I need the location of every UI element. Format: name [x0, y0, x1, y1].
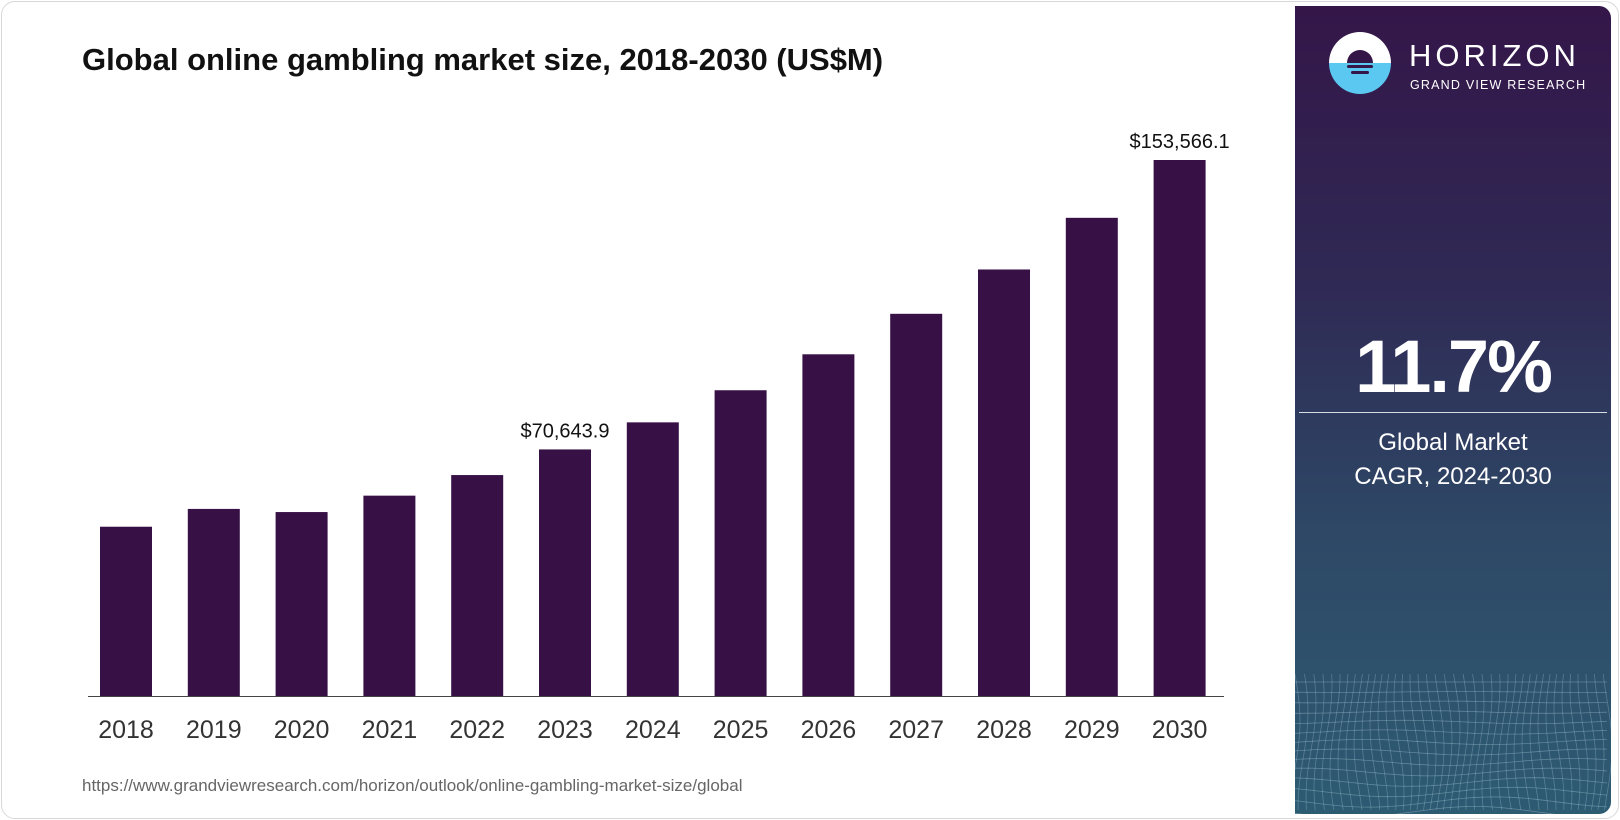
mesh-line: [1313, 674, 1325, 811]
bar-2022: [451, 475, 504, 696]
bar-2030: [1153, 160, 1206, 696]
cagr-label-line2: CAGR, 2024-2030: [1354, 463, 1552, 490]
mesh-line: [1369, 674, 1381, 811]
mesh-line: [1295, 739, 1608, 746]
mesh-line: [1481, 674, 1493, 811]
mesh-line: [1537, 674, 1549, 811]
cagr-label: Global Market CAGR, 2024-2030: [1295, 426, 1611, 494]
mesh-line: [1295, 719, 1608, 725]
mesh-line: [1577, 674, 1589, 811]
mesh-line: [1295, 758, 1608, 766]
mesh-line: [1401, 674, 1413, 811]
mesh-line: [1553, 674, 1565, 811]
bar-2019: [187, 508, 240, 696]
mesh-line: [1295, 777, 1608, 787]
mesh-line: [1385, 674, 1397, 811]
mesh-line: [1329, 674, 1341, 811]
mesh-line: [1295, 806, 1556, 814]
mesh-line: [1337, 674, 1349, 811]
mesh-line: [1497, 674, 1509, 811]
mesh-line: [1377, 674, 1389, 811]
x-tick-label: 2024: [625, 716, 681, 744]
x-tick-label: 2027: [888, 716, 944, 744]
mesh-line: [1295, 674, 1301, 771]
mesh-line: [1353, 674, 1363, 811]
mesh-line: [1295, 710, 1608, 714]
mesh-line: [1295, 786, 1608, 798]
mesh-line: [1295, 700, 1608, 704]
chart-title: Global online gambling market size, 2018…: [82, 42, 884, 77]
bar-2026: [802, 354, 855, 696]
mesh-line: [1561, 674, 1573, 811]
x-tick-label: 2030: [1152, 716, 1208, 744]
mesh-line: [1585, 674, 1597, 811]
source-url[interactable]: https://www.grandviewresearch.com/horizo…: [82, 776, 743, 795]
mesh-line: [1426, 674, 1437, 811]
horizon-side-panel: HORIZON GRAND VIEW RESEARCH 11.7% Global…: [1295, 6, 1611, 814]
x-tick-label: 2025: [713, 716, 769, 744]
bar-2029: [1065, 217, 1118, 697]
x-tick-label: 2026: [801, 716, 857, 744]
mesh-line: [1457, 674, 1469, 811]
x-tick-label: 2021: [362, 716, 418, 744]
mesh-line: [1473, 674, 1485, 811]
mesh-line: [1602, 674, 1611, 811]
bar-2020: [275, 512, 328, 696]
bar-2025: [714, 390, 767, 696]
bar-chart: 2018 2019 2020 2021 2022 2023 $70,643.9 2024 202…: [88, 131, 1230, 744]
mesh-line: [1295, 796, 1608, 808]
bar-2028: [978, 269, 1030, 696]
mesh-line: [1321, 674, 1333, 811]
x-tick-label: 2018: [98, 716, 154, 744]
horizon-logo: HORIZON GRAND VIEW RESEARCH: [1329, 30, 1589, 96]
x-tick-label: 2020: [274, 716, 330, 744]
mesh-line: [1295, 748, 1608, 756]
mesh-line: [1450, 674, 1461, 811]
mesh-line: [1417, 674, 1429, 811]
x-tick-label: 2028: [976, 716, 1032, 744]
mesh-line: [1295, 729, 1608, 735]
bar-2027: [890, 313, 943, 696]
bar-2018: [100, 526, 152, 696]
wave-mesh-decoration: [1295, 674, 1611, 814]
mesh-line: [1513, 674, 1524, 811]
x-tick-label: 2023: [537, 716, 593, 744]
mesh-line: [1529, 674, 1540, 811]
mesh-line: [1305, 674, 1317, 811]
cagr-label-line1: Global Market: [1378, 429, 1528, 456]
bar-2024: [626, 422, 679, 696]
divider: [1299, 412, 1607, 413]
mesh-line: [1569, 674, 1581, 811]
mesh-line: [1489, 674, 1501, 811]
mesh-line: [1409, 674, 1421, 811]
mesh-line: [1443, 674, 1453, 811]
mesh-line: [1434, 674, 1445, 811]
x-tick-label: 2022: [449, 716, 505, 744]
mesh-line: [1393, 674, 1405, 811]
brand-subtitle: GRAND VIEW RESEARCH: [1410, 78, 1587, 92]
data-label: $153,566.1: [1130, 131, 1230, 153]
mesh-line: [1361, 674, 1372, 811]
bar-2023: [539, 449, 591, 696]
mesh-line: [1545, 674, 1557, 811]
mesh-line: [1295, 691, 1607, 693]
mesh-line: [1345, 674, 1356, 811]
mesh-line: [1594, 674, 1605, 811]
x-tick-label: 2019: [186, 716, 242, 744]
cagr-value: 11.7%: [1355, 325, 1553, 408]
mesh-line: [1295, 767, 1608, 777]
mesh-line: [1521, 674, 1531, 811]
data-label: $70,643.9: [521, 420, 610, 442]
bar-2021: [363, 495, 416, 696]
mesh-line: [1465, 674, 1477, 810]
mesh-line: [1505, 674, 1517, 811]
horizon-sun-icon: [1329, 32, 1391, 94]
mesh-line: [1297, 674, 1309, 811]
brand-name: HORIZON: [1409, 38, 1580, 73]
x-tick-label: 2029: [1064, 716, 1120, 744]
